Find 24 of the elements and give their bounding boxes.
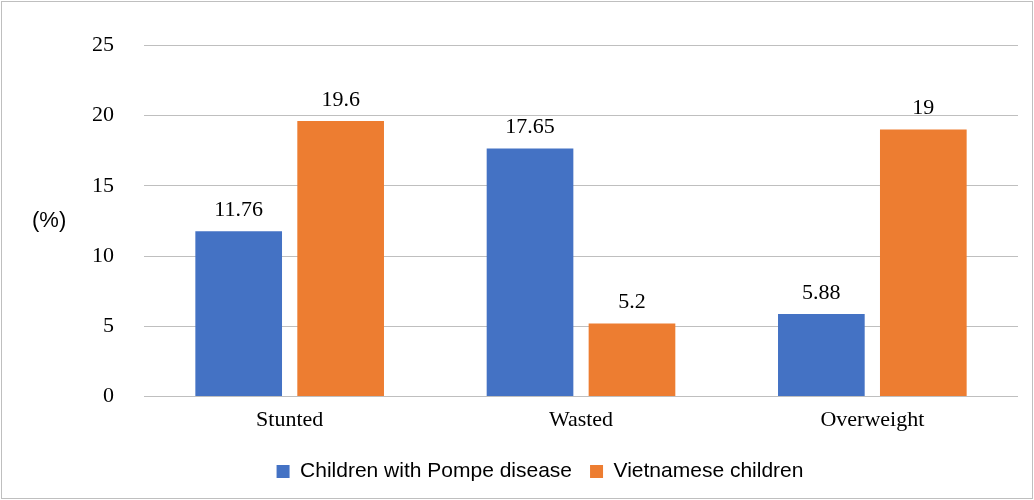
data-label: 19 — [912, 94, 935, 120]
legend-label: Vietnamese children — [613, 458, 804, 482]
bar — [297, 121, 384, 397]
y-tick-label: 25 — [92, 30, 114, 56]
y-tick-label: 20 — [92, 101, 114, 127]
bar — [588, 323, 676, 397]
bar — [778, 313, 865, 397]
y-tick-label: 10 — [92, 241, 114, 267]
bar — [486, 148, 574, 397]
x-tick-label: Overweight — [820, 405, 925, 431]
y-tick-label: 15 — [92, 171, 114, 197]
data-label: 5.88 — [802, 278, 841, 304]
x-tick-label: Stunted — [256, 405, 324, 431]
y-axis-title: (%) — [32, 207, 67, 233]
data-label: 5.2 — [618, 288, 646, 314]
legend-label: Children with Pompe disease — [300, 458, 573, 482]
bar — [879, 129, 967, 397]
y-tick-label: 5 — [103, 312, 114, 338]
x-tick-label: Wasted — [548, 405, 614, 431]
data-label: 19.6 — [321, 85, 360, 111]
bar — [195, 231, 283, 397]
data-label: 17.65 — [505, 113, 555, 139]
y-tick-label: 0 — [103, 382, 114, 408]
data-label: 11.76 — [214, 196, 264, 222]
